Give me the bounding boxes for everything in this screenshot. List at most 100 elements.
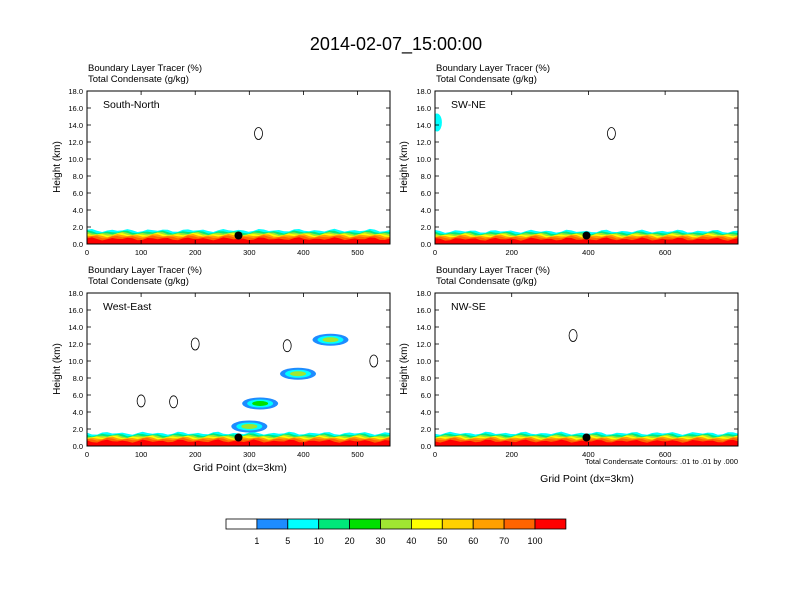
x-tick-label: 200 [189, 450, 202, 459]
x-tick-label: 300 [243, 248, 256, 257]
colorbar-swatch [287, 518, 320, 530]
header-line1: Boundary Layer Tracer (%) [436, 265, 550, 276]
colorbar-label: 50 [437, 536, 447, 546]
colorbar-label: 1 [254, 536, 259, 546]
condensate-contour [607, 127, 616, 140]
tracer-field [435, 329, 738, 446]
y-tick-label: 0.0 [73, 240, 83, 249]
x-tick-label: 0 [85, 450, 89, 459]
colorbar-swatch [349, 518, 381, 530]
y-tick-label: 18.0 [68, 289, 83, 298]
colorbar-label: 20 [345, 536, 355, 546]
ylabel-nw-se: Height (km) [399, 343, 410, 395]
condensate-contour [169, 395, 178, 409]
y-tick-label: 16.0 [416, 104, 431, 113]
colorbar-swatch [472, 518, 505, 530]
y-tick-label: 18.0 [416, 289, 431, 298]
y-tick-label: 12.0 [416, 138, 431, 147]
contour-note: Total Condensate Contours: .01 to .01 by… [585, 457, 738, 466]
x-tick-label: 0 [85, 248, 89, 257]
figure-title: 2014-02-07_15:00:00 [310, 34, 482, 55]
y-tick-label: 2.0 [73, 425, 83, 434]
colorbar-swatch [256, 518, 289, 530]
xlabel-nw-se: Grid Point (dx=3km) [540, 473, 634, 485]
tracer-field [435, 113, 738, 244]
y-tick-label: 16.0 [68, 306, 83, 315]
tracer-band [87, 237, 390, 244]
colorbar-label: 70 [499, 536, 509, 546]
y-tick-label: 10.0 [68, 155, 83, 164]
y-tick-label: 8.0 [421, 374, 431, 383]
condensate-contour [254, 127, 263, 140]
y-tick-label: 4.0 [421, 408, 431, 417]
station-marker [234, 433, 243, 442]
tracer-patch-core [252, 401, 269, 406]
y-tick-label: 4.0 [73, 206, 83, 215]
y-tick-label: 18.0 [68, 87, 83, 96]
panel-header-south-north: Boundary Layer Tracer (%) Total Condensa… [88, 63, 202, 85]
y-tick-label: 6.0 [421, 189, 431, 198]
colorbar-swatch [410, 518, 443, 530]
colorbar-label: 40 [406, 536, 416, 546]
colorbar-swatch [503, 518, 536, 530]
condensate-contour [369, 354, 379, 368]
x-tick-label: 0 [433, 450, 437, 459]
x-tick-label: 100 [135, 248, 148, 257]
y-tick-label: 4.0 [421, 206, 431, 215]
colorbar-label: 10 [314, 536, 324, 546]
header-line2: Total Condensate (g/kg) [88, 276, 189, 287]
colorbar: 1 5 10 20 30 40 50 60 70 100 [225, 518, 567, 546]
condensate-contour [568, 329, 578, 342]
y-tick-label: 10.0 [416, 155, 431, 164]
tracer-field [87, 127, 390, 244]
panel-label: NW-SE [451, 301, 486, 313]
station-marker [582, 231, 591, 240]
x-tick-label: 600 [659, 450, 672, 459]
colorbar-swatch [534, 518, 567, 530]
y-tick-label: 8.0 [73, 374, 83, 383]
ylabel-south-north: Height (km) [52, 141, 63, 193]
x-tick-label: 400 [297, 450, 310, 459]
colorbar-label: 100 [527, 536, 542, 546]
y-tick-label: 0.0 [73, 442, 83, 451]
condensate-contour [282, 339, 292, 353]
x-tick-label: 200 [189, 248, 202, 257]
x-tick-label: 0 [433, 248, 437, 257]
x-tick-label: 400 [582, 248, 595, 257]
plot-frame [434, 90, 739, 245]
x-tick-label: 400 [297, 248, 310, 257]
ylabel-west-east: Height (km) [52, 343, 63, 395]
header-line1: Boundary Layer Tracer (%) [88, 265, 202, 276]
x-tick-label: 100 [135, 450, 148, 459]
colorbar-swatch [318, 518, 351, 530]
x-tick-label: 400 [582, 450, 595, 459]
y-tick-label: 8.0 [421, 172, 431, 181]
header-line2: Total Condensate (g/kg) [88, 74, 189, 85]
y-tick-label: 14.0 [68, 323, 83, 332]
y-tick-label: 10.0 [416, 357, 431, 366]
header-line2: Total Condensate (g/kg) [436, 74, 537, 85]
x-tick-label: 200 [505, 450, 518, 459]
header-line1: Boundary Layer Tracer (%) [88, 63, 202, 74]
tracer-band [435, 237, 738, 244]
y-tick-label: 2.0 [421, 425, 431, 434]
y-tick-label: 6.0 [421, 391, 431, 400]
y-tick-label: 6.0 [73, 391, 83, 400]
x-tick-label: 200 [505, 248, 518, 257]
colorbar-label: 30 [375, 536, 385, 546]
tracer-patch-core [322, 337, 339, 343]
station-marker [582, 433, 591, 442]
panel-label: West-East [103, 301, 151, 313]
panel-west-east: West-East 0.0 2.0 4.0 6.0 8.0 10.0 12.0 14.0 16.0… [68, 289, 391, 459]
y-tick-label: 14.0 [68, 121, 83, 130]
tracer-patch-core [290, 371, 307, 377]
colorbar-label: 5 [285, 536, 290, 546]
tracer-patch [435, 113, 442, 132]
y-tick-label: 16.0 [68, 104, 83, 113]
tracer-band [87, 439, 390, 446]
tracer-patch-core [241, 423, 258, 429]
y-tick-label: 18.0 [416, 87, 431, 96]
panel-label: SW-NE [451, 99, 486, 111]
colorbar-swatch [380, 518, 412, 530]
